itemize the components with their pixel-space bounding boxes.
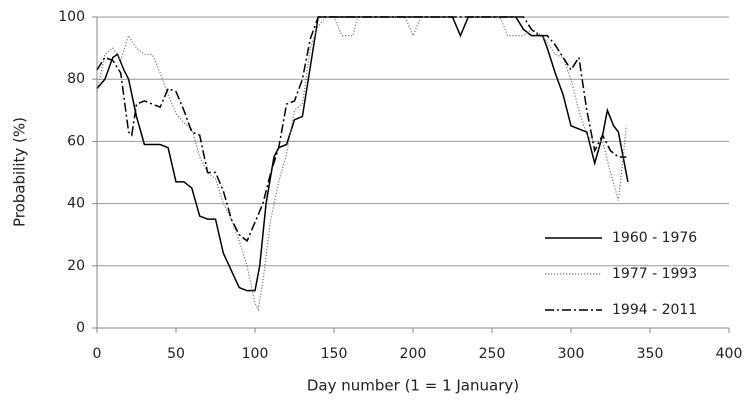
series-line xyxy=(96,16,627,243)
y-axis-title: Probability (%) xyxy=(11,117,29,227)
series-line xyxy=(96,16,629,292)
y-tick-label: 100 xyxy=(58,9,85,25)
x-tick-label: 100 xyxy=(242,346,269,362)
legend-label: 1977 - 1993 xyxy=(612,266,697,282)
x-tick-label: 350 xyxy=(637,346,664,362)
x-tick-label: 150 xyxy=(321,346,348,362)
y-tick-label: 0 xyxy=(76,320,85,336)
legend-label: 1960 - 1976 xyxy=(612,230,697,246)
y-tick-label: 20 xyxy=(67,258,85,274)
y-tick-label: 60 xyxy=(67,133,85,149)
series-line xyxy=(96,16,627,312)
x-tick-label: 200 xyxy=(400,346,427,362)
y-tick-label: 40 xyxy=(67,196,85,212)
x-tick-label: 300 xyxy=(558,346,585,362)
x-tick-label: 50 xyxy=(167,346,185,362)
x-axis-title: Day number (1 = 1 January) xyxy=(307,377,519,395)
x-tick-label: 400 xyxy=(716,346,743,362)
legend-label: 1994 - 2011 xyxy=(612,302,697,318)
x-tick-label: 250 xyxy=(479,346,506,362)
y-tick-label: 80 xyxy=(67,71,85,87)
x-tick-label: 0 xyxy=(93,346,102,362)
